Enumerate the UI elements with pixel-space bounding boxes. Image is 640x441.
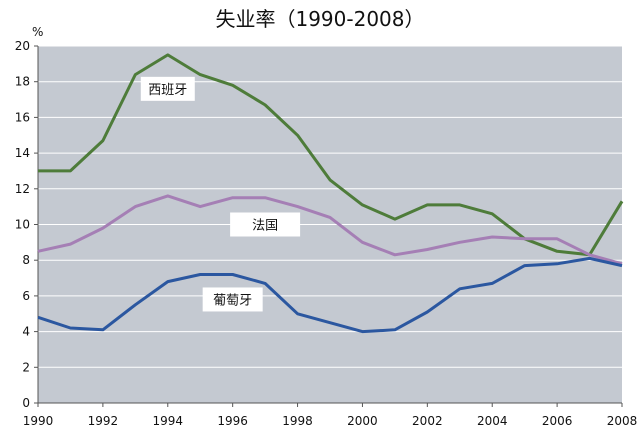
series-label-box [140,76,195,101]
y-tick-label: 10 [15,218,30,232]
x-tick-label: 1994 [153,414,184,428]
series-label: 西班牙 [148,83,187,98]
x-tick-label: 2000 [347,414,378,428]
y-tick-label: 16 [15,110,30,124]
y-tick-label: 4 [22,325,30,339]
series-line-1 [37,194,623,266]
y-tick-label: 0 [22,396,30,410]
x-tick-label: 2004 [477,414,508,428]
y-tick-label: 12 [15,182,30,196]
y-tick-label: 8 [22,253,30,267]
y-tick-label: 14 [15,146,30,160]
series-label-box [202,287,263,312]
y-tick-label: 2 [22,360,30,374]
x-tick-label: 1996 [217,414,248,428]
x-tick-label: 1992 [88,414,119,428]
x-tick-label: 2008 [607,414,638,428]
y-tick-label: 20 [15,39,30,53]
x-tick-label: 1990 [23,414,54,428]
series-label-box [230,212,301,237]
y-tick-label: 6 [22,289,30,303]
series-label: 法国 [252,219,278,234]
x-tick-label: 2002 [412,414,443,428]
y-axis-unit-label: % [32,25,43,39]
chart-title: 失业率（1990-2008） [215,7,424,31]
x-tick-label: 2006 [542,414,573,428]
series-label: 葡萄牙 [213,293,252,308]
series-line-2 [37,256,623,334]
y-tick-label: 18 [15,75,30,89]
x-tick-label: 1998 [282,414,313,428]
